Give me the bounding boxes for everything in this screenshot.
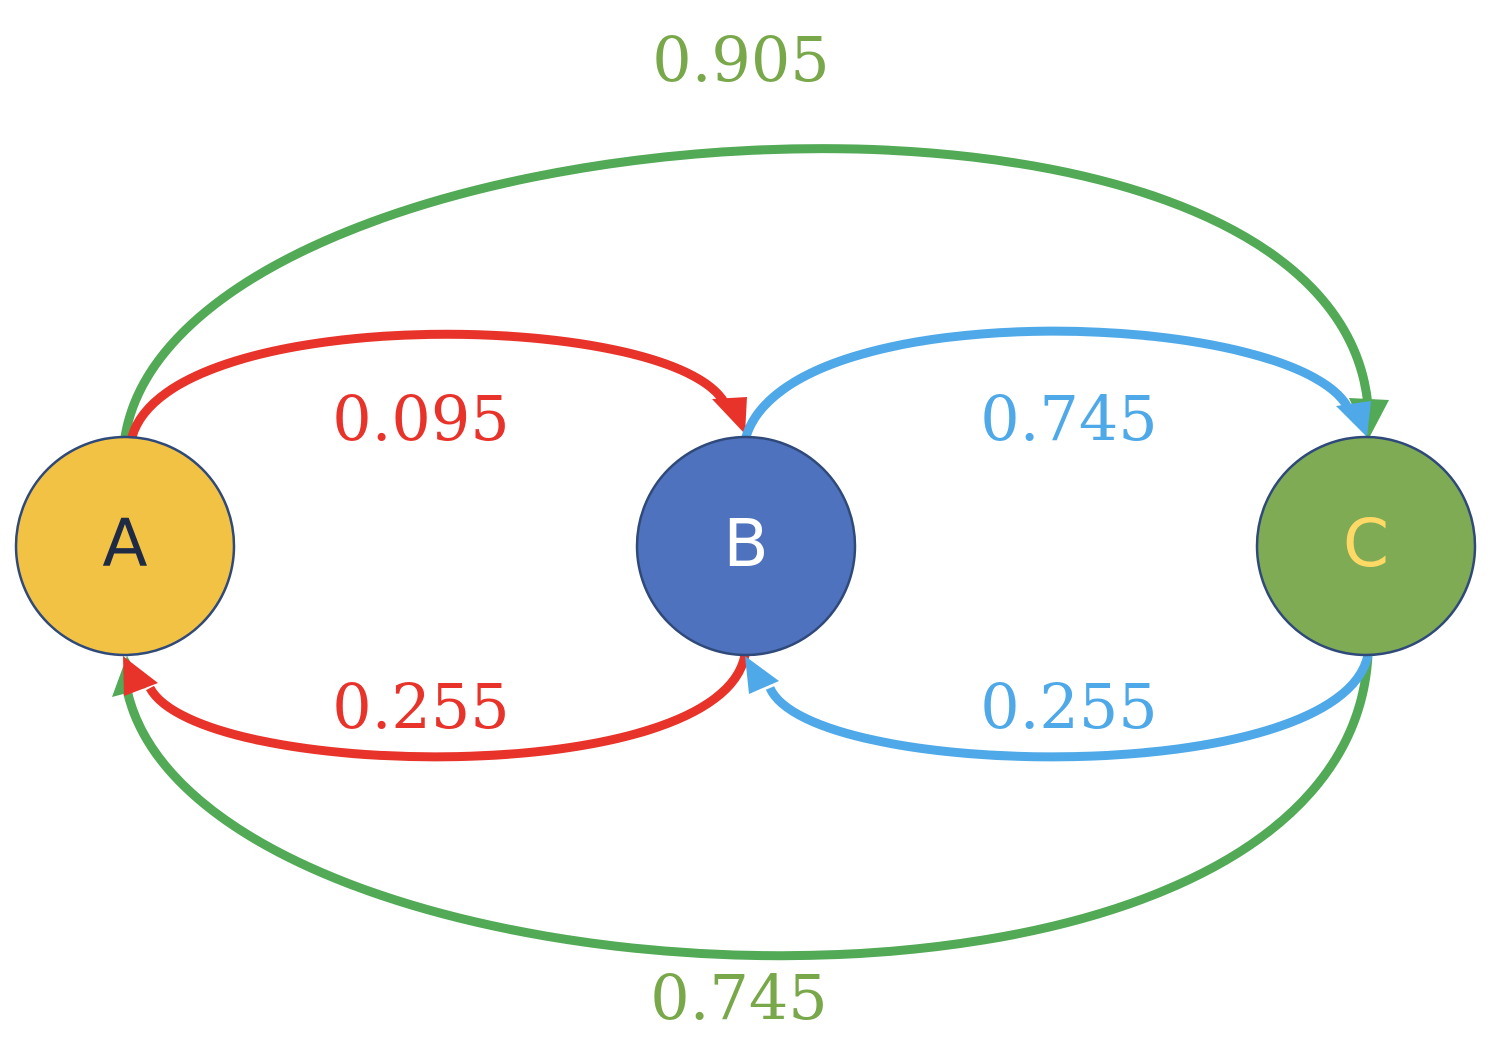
edge-b-to-c-arrowhead — [1336, 401, 1371, 437]
edge-b-to-c-weight: 0.745 — [980, 382, 1158, 455]
edge-a-to-b-weight: 0.095 — [332, 382, 510, 455]
node-a-circle — [14, 435, 236, 657]
node-a: A — [14, 435, 236, 657]
edge-c-to-b — [765, 653, 1373, 762]
edge-a-to-c-weight: 0.905 — [652, 23, 830, 96]
edge-c-to-a-weight: 0.745 — [650, 961, 828, 1034]
edge-b-to-c — [741, 326, 1355, 439]
node-c: C — [1255, 435, 1477, 657]
node-c-label: C — [1343, 505, 1389, 582]
edge-a-to-b — [127, 329, 732, 439]
edge-c-to-a — [122, 654, 1373, 961]
node-c-circle — [1255, 435, 1477, 657]
node-b: B — [635, 435, 857, 657]
edge-b-to-a-arrowhead — [123, 656, 158, 696]
node-a-label: A — [102, 505, 147, 582]
edge-a-to-b-arrowhead — [712, 397, 747, 434]
edge-c-to-b-weight: 0.255 — [980, 670, 1158, 743]
edge-c-to-b-arrowhead — [745, 656, 779, 694]
node-b-label: B — [723, 505, 768, 582]
node-b-circle — [635, 435, 857, 657]
edge-b-to-a — [146, 653, 750, 762]
edge-b-to-a-weight: 0.255 — [332, 670, 510, 743]
edge-a-to-c — [120, 144, 1373, 438]
